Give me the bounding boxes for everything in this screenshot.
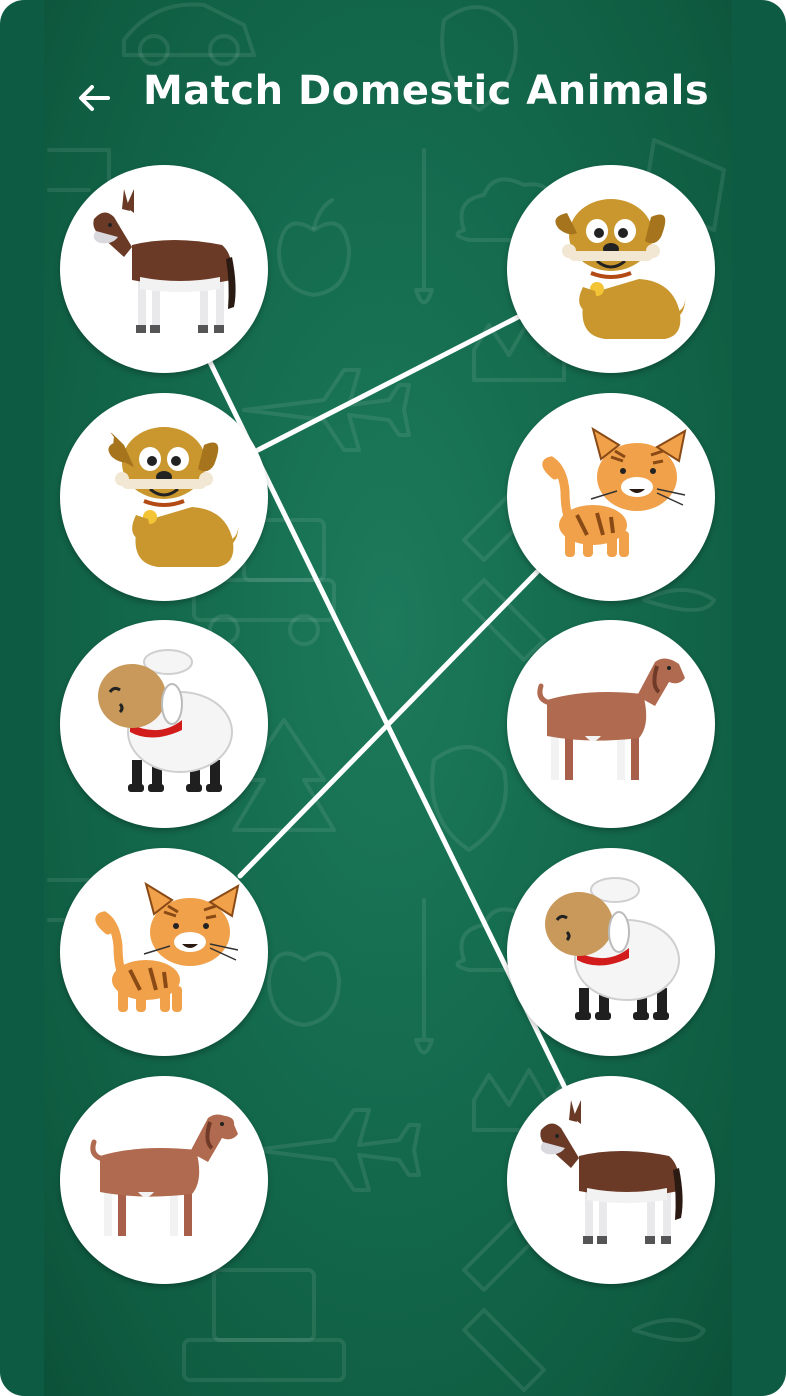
- left-card-sheep[interactable]: [60, 620, 268, 828]
- right-card-donkey[interactable]: [507, 1076, 715, 1284]
- goat-icon: [537, 658, 685, 780]
- cat-icon: [542, 426, 687, 557]
- left-card-cat[interactable]: [60, 848, 268, 1056]
- cat-icon: [95, 881, 240, 1012]
- connector-dog: [255, 313, 523, 453]
- donkey-icon: [93, 189, 236, 333]
- dog-icon: [108, 427, 239, 567]
- right-card-sheep[interactable]: [507, 848, 715, 1056]
- arrow-left-icon: [79, 85, 110, 111]
- goat-icon: [90, 1114, 238, 1236]
- connector-cat: [237, 569, 540, 879]
- header-bar: Match Domestic Animals: [0, 60, 786, 140]
- dog-icon: [555, 199, 686, 339]
- page-title: Match Domestic Animals: [143, 68, 710, 114]
- right-card-dog[interactable]: [507, 165, 715, 373]
- left-card-goat[interactable]: [60, 1076, 268, 1284]
- sheep-icon: [98, 649, 233, 792]
- back-button[interactable]: [70, 74, 118, 122]
- right-card-goat[interactable]: [507, 620, 715, 828]
- donkey-icon: [540, 1100, 683, 1244]
- sheep-icon: [545, 877, 680, 1020]
- left-card-dog[interactable]: [60, 393, 268, 601]
- right-card-cat[interactable]: [507, 393, 715, 601]
- left-card-donkey[interactable]: [60, 165, 268, 373]
